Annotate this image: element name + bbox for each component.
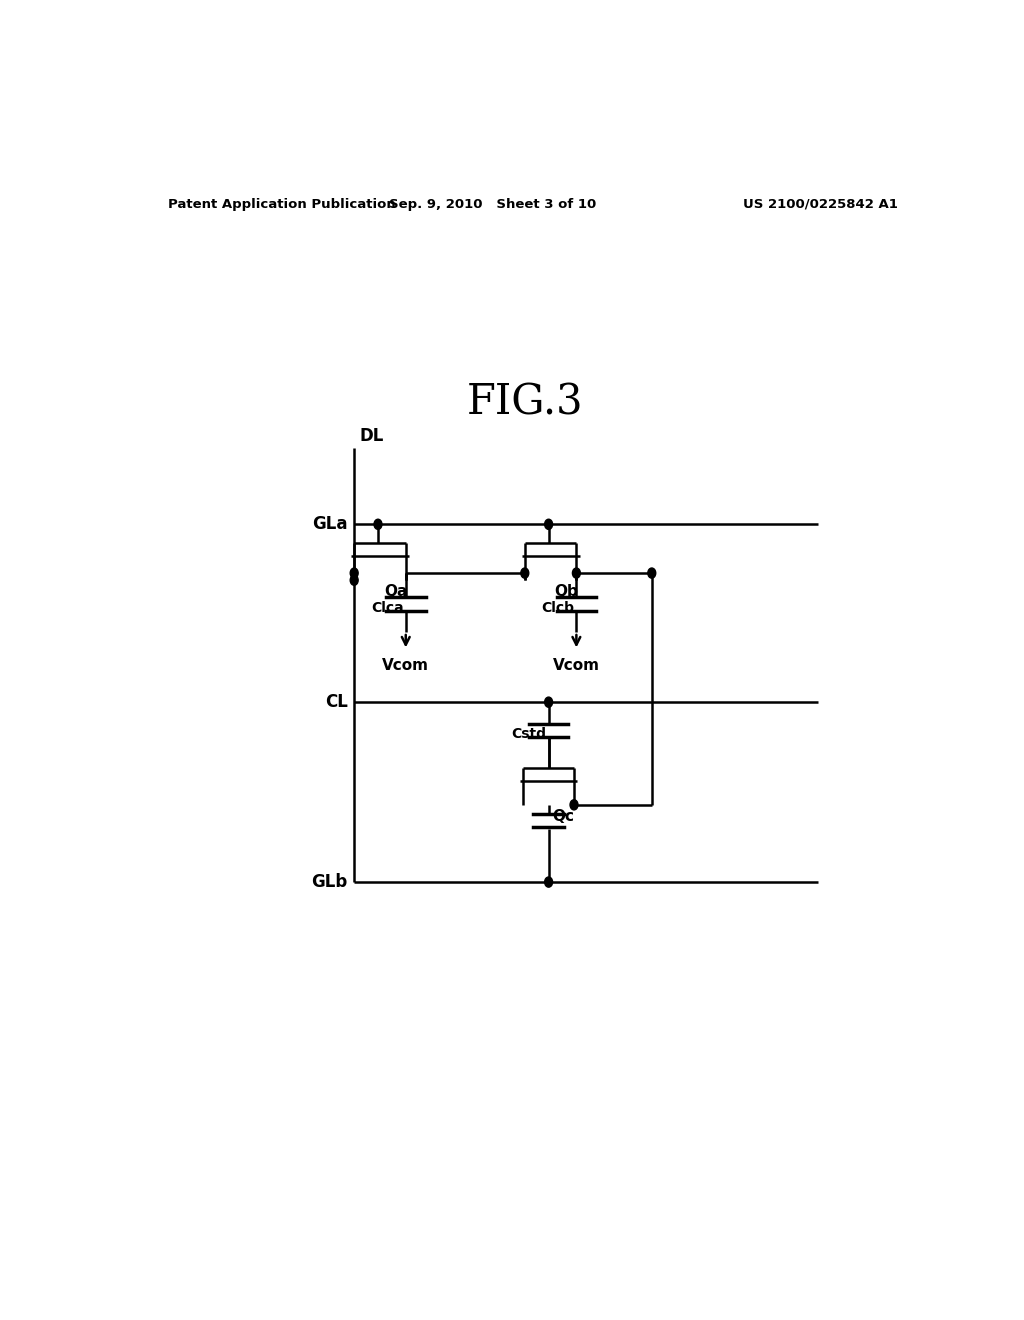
Circle shape <box>350 568 358 578</box>
Text: Vcom: Vcom <box>553 659 600 673</box>
Circle shape <box>648 568 655 578</box>
Circle shape <box>374 519 382 529</box>
Text: Cstd: Cstd <box>511 726 546 741</box>
Circle shape <box>545 876 553 887</box>
Text: Qc: Qc <box>553 809 574 824</box>
Text: Clcb: Clcb <box>541 601 574 615</box>
Circle shape <box>521 568 528 578</box>
Text: Qa: Qa <box>384 585 408 599</box>
Text: Clca: Clca <box>371 601 403 615</box>
Circle shape <box>570 800 578 810</box>
Text: FIG.3: FIG.3 <box>467 381 583 424</box>
Text: Vcom: Vcom <box>382 659 429 673</box>
Text: Sep. 9, 2010   Sheet 3 of 10: Sep. 9, 2010 Sheet 3 of 10 <box>389 198 597 211</box>
Circle shape <box>350 576 358 585</box>
Text: DL: DL <box>359 428 384 445</box>
Circle shape <box>545 519 553 529</box>
Text: Patent Application Publication: Patent Application Publication <box>168 198 395 211</box>
Text: GLb: GLb <box>311 873 348 891</box>
Circle shape <box>572 568 581 578</box>
Text: US 2100/0225842 A1: US 2100/0225842 A1 <box>743 198 898 211</box>
Text: CL: CL <box>325 693 348 711</box>
Text: Qb: Qb <box>555 585 579 599</box>
Text: GLa: GLa <box>312 515 348 533</box>
Circle shape <box>545 697 553 708</box>
